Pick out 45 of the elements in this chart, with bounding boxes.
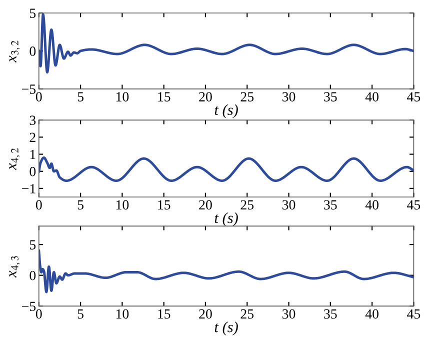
x-tick-label: 5: [78, 309, 84, 319]
x-tick-label: 45: [407, 309, 420, 319]
x-tick-label: 25: [240, 92, 254, 102]
x-tick-label: 10: [116, 309, 129, 319]
x-tick-label: 20: [199, 92, 212, 102]
y-axis-title: x$_{4,3}$: [9, 256, 20, 278]
x-tick-label: 20: [199, 200, 212, 210]
x-tick-label: 30: [282, 92, 296, 102]
y-tick-label: 3: [30, 116, 36, 125]
x-tick-label: 25: [240, 200, 254, 210]
x-tick-label: 30: [282, 309, 296, 319]
x-tick-label: 20: [199, 309, 212, 319]
x-axis-title: t (s): [214, 104, 238, 118]
x-tick-label: 45: [407, 200, 420, 210]
x-tick-label: 5: [78, 200, 84, 210]
y-tick-label: −1: [22, 184, 36, 194]
y-tick-label: 1: [30, 150, 36, 160]
x-tick-label: 5: [78, 92, 84, 102]
y-tick-label: 0: [30, 270, 36, 280]
y-tick-label: 5: [30, 240, 36, 250]
x-tick-label: 30: [282, 200, 296, 210]
x-tick-label: 15: [158, 200, 170, 210]
y-tick-label: −5: [22, 84, 36, 94]
x-axis-title: t (s): [214, 212, 238, 226]
x-tick-label: 0: [36, 92, 42, 102]
x-tick-label: 35: [324, 309, 337, 319]
y-tick-label: −5: [22, 302, 36, 312]
y-tick-label: 2: [30, 132, 36, 142]
x-tick-label: 35: [324, 200, 337, 210]
x-tick-label: 15: [158, 309, 170, 319]
x-tick-label: 15: [158, 92, 170, 102]
y-tick-label: 5: [30, 8, 36, 18]
x-tick-label: 40: [365, 200, 378, 210]
x-tick-label: 10: [116, 200, 129, 210]
x-tick-label: 45: [407, 92, 420, 102]
x-axis-title: t (s): [214, 321, 238, 336]
y-tick-label: 0: [30, 46, 36, 56]
x-tick-label: 10: [116, 92, 129, 102]
y-axis-title: x$_{3,2}$: [9, 40, 20, 62]
y-tick-label: 0: [30, 166, 36, 176]
y-axis-title: x$_{4,2}$: [9, 148, 20, 170]
x-tick-label: 25: [240, 309, 254, 319]
x-tick-label: 40: [365, 92, 378, 102]
x-tick-label: 40: [365, 309, 378, 319]
x-tick-label: 35: [324, 92, 337, 102]
